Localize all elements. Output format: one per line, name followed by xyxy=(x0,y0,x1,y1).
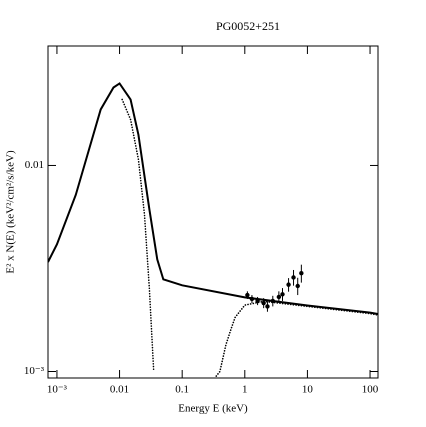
x-axis-label: Energy E (keV) xyxy=(178,403,248,415)
data-point xyxy=(280,292,285,297)
x-tick-label: 100 xyxy=(362,384,379,396)
chart-title: PG0052+251 xyxy=(216,19,280,33)
data-point xyxy=(276,294,282,300)
y-axis-label: E² x N(E) (keV²/cm²/s/keV) xyxy=(5,150,17,274)
data-point xyxy=(249,296,255,302)
model-curve xyxy=(48,82,378,316)
y-tick-label: 10⁻³ xyxy=(24,365,45,377)
data-point xyxy=(261,300,266,306)
data-point xyxy=(245,292,250,298)
plot-frame xyxy=(47,45,379,379)
y-tick-label: 0.01 xyxy=(25,159,44,171)
data-point xyxy=(291,275,296,280)
model-curve xyxy=(121,98,155,371)
data-point xyxy=(255,298,260,304)
data-point xyxy=(299,270,304,276)
data-point xyxy=(286,282,291,287)
data-point xyxy=(265,304,270,309)
x-tick-label: 0.1 xyxy=(175,384,189,396)
data-point xyxy=(295,283,300,289)
x-tick-label: 10⁻³ xyxy=(47,384,68,396)
x-tick-label: 0.01 xyxy=(110,384,129,396)
model-curve xyxy=(215,300,378,377)
x-tick-label: 1 xyxy=(242,384,248,396)
x-tick-label: 10 xyxy=(302,384,314,396)
data-point xyxy=(270,298,275,304)
